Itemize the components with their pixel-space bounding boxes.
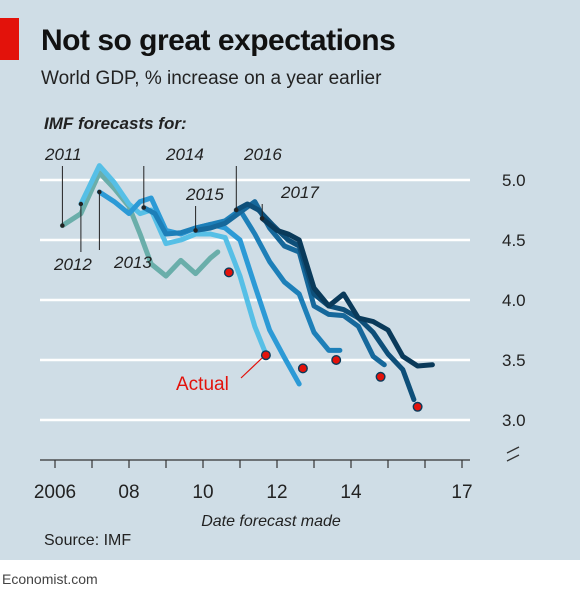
actual-marker [375,371,386,382]
actual-marker [412,401,423,412]
y-tick-label: 5.0 [502,171,526,190]
source-note: Source: IMF [44,532,131,549]
series-anchor-dot [260,216,265,221]
series-anchor-dot [193,228,198,233]
x-tick-label: 17 [451,482,472,503]
actual-marker [297,363,308,374]
y-tick-label: 3.0 [502,411,526,430]
axis-break-icon [506,446,520,462]
series-label-2015: 2015 [185,185,224,204]
series-anchor-dot [234,207,239,213]
actual-leader-line [240,357,263,379]
x-tick-label: 2006 [34,482,76,503]
x-tick-label: 12 [266,482,287,503]
y-axis: 3.0 3.5 4.0 4.5 5.0 [502,171,526,462]
series-line-2017 [259,215,435,369]
series-label-2016: 2016 [243,145,282,164]
y-tick-label: 4.0 [502,291,526,310]
actual-marker [331,355,342,366]
series-label-2017: 2017 [280,183,319,202]
economist-red-tab [0,18,19,60]
legend-title: IMF forecasts for: [44,114,187,133]
x-axis-label: Date forecast made [201,513,341,530]
y-tick-label: 3.5 [502,351,526,370]
forecast-series [59,163,435,403]
actual-label: Actual [176,374,229,395]
chart-card [0,0,580,560]
chart-title: Not so great expectations [41,24,396,57]
series-label-2014: 2014 [165,145,204,164]
x-axis: 2006 08 10 12 14 17 [34,459,473,503]
x-tick-label: 14 [340,482,362,503]
series-anchor-dot [141,205,146,210]
series-label-2013: 2013 [113,253,152,272]
economist-brand: Economist.com [2,571,98,587]
series-line-2012 [78,163,269,357]
series-anchor-dot [60,223,65,228]
y-tick-label: 4.5 [502,231,526,250]
chart-subtitle: World GDP, % increase on a year earlier [41,68,382,89]
series-line-2015 [193,199,387,368]
actual-markers: Actual [176,267,423,412]
actual-marker [260,350,271,361]
series-annotations: 2011 2012 2013 2014 2015 2016 2017 [44,145,319,274]
series-line-2011 [59,170,221,279]
x-tick-label: 08 [118,482,139,503]
series-label-2011: 2011 [44,145,82,164]
series-label-2012: 2012 [53,255,92,274]
series-anchor-dot [78,201,84,207]
actual-marker [223,267,234,278]
series-anchor-dot [97,189,102,195]
x-tick-label: 10 [192,482,213,503]
